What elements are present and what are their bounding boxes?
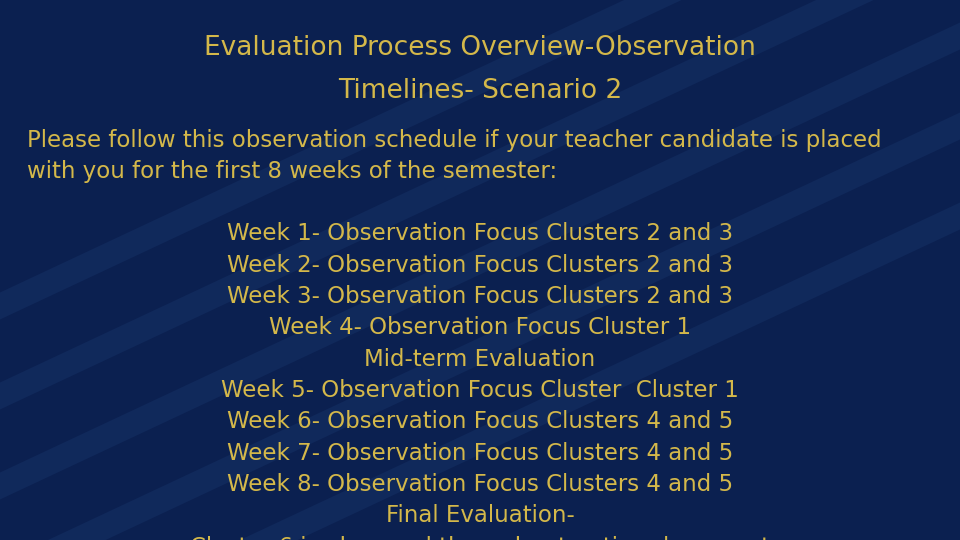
Text: Week 2- Observation Focus Clusters 2 and 3: Week 2- Observation Focus Clusters 2 and… [227,254,733,277]
Text: Final Evaluation-: Final Evaluation- [386,504,574,528]
Text: Evaluation Process Overview-Observation: Evaluation Process Overview-Observation [204,35,756,61]
Text: Week 1- Observation Focus Clusters 2 and 3: Week 1- Observation Focus Clusters 2 and… [227,222,733,246]
Text: Week 8- Observation Focus Clusters 4 and 5: Week 8- Observation Focus Clusters 4 and… [227,473,733,496]
Text: Mid-term Evaluation: Mid-term Evaluation [365,348,595,371]
Text: with you for the first 8 weeks of the semester:: with you for the first 8 weeks of the se… [27,160,557,183]
Text: Week 3- Observation Focus Clusters 2 and 3: Week 3- Observation Focus Clusters 2 and… [227,285,733,308]
Text: Week 6- Observation Focus Clusters 4 and 5: Week 6- Observation Focus Clusters 4 and… [227,410,733,434]
Polygon shape [0,0,874,540]
Text: Please follow this observation schedule if your teacher candidate is placed: Please follow this observation schedule … [27,129,881,152]
Polygon shape [0,0,682,540]
Polygon shape [240,0,960,540]
Text: Week 7- Observation Focus Clusters 4 and 5: Week 7- Observation Focus Clusters 4 and… [227,442,733,465]
Text: Week 4- Observation Focus Cluster 1: Week 4- Observation Focus Cluster 1 [269,316,691,340]
Text: Cluster 6 is observed throughout entire placement: Cluster 6 is observed throughout entire … [190,536,770,540]
Text: Timelines- Scenario 2: Timelines- Scenario 2 [338,78,622,104]
Text: Week 5- Observation Focus Cluster  Cluster 1: Week 5- Observation Focus Cluster Cluste… [221,379,739,402]
Polygon shape [48,0,960,540]
